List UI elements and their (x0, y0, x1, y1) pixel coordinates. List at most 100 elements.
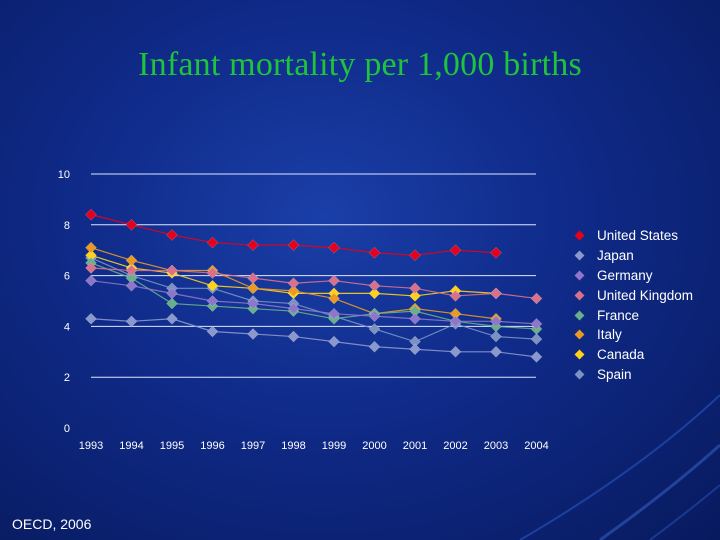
data-point (247, 272, 259, 284)
x-axis-ticks: 1993 1994 1995 1996 1997 1998 1999 2000 2001 2002… (79, 440, 549, 452)
data-point (449, 244, 462, 257)
x-tick-label: 1995 (160, 440, 184, 452)
data-point (206, 267, 219, 279)
x-tick-label: 2001 (403, 440, 427, 452)
data-point (328, 292, 340, 305)
data-point (85, 274, 97, 287)
data-point (247, 297, 259, 310)
data-point (328, 274, 340, 287)
data-point (287, 239, 300, 251)
data-point (530, 333, 543, 345)
data-point (449, 345, 462, 358)
series-japan (85, 312, 543, 363)
data-point (85, 312, 97, 325)
legend-item: France (572, 305, 693, 325)
y-tick-label: 6 (64, 271, 70, 283)
data-point (206, 279, 219, 292)
data-point (449, 290, 462, 302)
data-point (125, 264, 138, 277)
data-point (166, 297, 178, 310)
y-tick-label: 4 (64, 321, 70, 333)
data-point (287, 330, 300, 343)
data-point (287, 277, 300, 290)
data-point (328, 307, 340, 320)
legend-item: Japan (572, 246, 693, 266)
x-tick-label: 2000 (362, 440, 386, 452)
series-line (90, 262, 537, 330)
data-point (409, 312, 421, 325)
x-tick-label: 1997 (241, 440, 265, 452)
data-point (490, 330, 502, 343)
legend-item: Canada (572, 345, 693, 365)
data-point (328, 241, 340, 254)
data-point (368, 279, 381, 292)
data-point (490, 315, 502, 328)
legend-marker (574, 329, 585, 340)
x-tick-label: 2003 (484, 440, 508, 452)
y-tick-label: 2 (64, 372, 70, 384)
x-tick-label: 2002 (443, 440, 467, 452)
data-point (530, 351, 543, 363)
data-point (490, 246, 502, 259)
legend-item: Italy (572, 325, 693, 345)
data-point (368, 287, 381, 300)
series-group (85, 208, 543, 363)
legend-marker (574, 250, 585, 261)
legend-item: Germany (572, 266, 693, 286)
y-tick-label: 8 (64, 220, 70, 232)
data-point (166, 264, 178, 277)
data-point (166, 312, 178, 325)
data-point (206, 325, 219, 338)
legend-label: Canada (597, 347, 645, 363)
data-point (85, 241, 97, 254)
data-point (125, 315, 138, 328)
x-tick-label: 2004 (524, 440, 548, 452)
gridlines (91, 173, 536, 378)
legend-item: Spain (572, 365, 693, 385)
data-point (247, 282, 259, 295)
data-point (368, 340, 381, 353)
data-point (449, 315, 462, 328)
data-point (85, 262, 97, 274)
legend-marker (574, 290, 585, 301)
legend-marker (574, 369, 585, 380)
legend-label: Japan (597, 248, 634, 264)
data-point (368, 323, 381, 335)
y-axis-ticks: 0 2 4 6 8 10 (58, 169, 70, 435)
legend-label: United Kingdom (597, 287, 694, 303)
legend-label: Germany (597, 267, 653, 283)
x-tick-label: 1998 (281, 440, 305, 452)
series-france (85, 257, 543, 335)
series-germany (85, 274, 543, 330)
legend-item: United States (572, 226, 693, 246)
legend-item: United Kingdom (572, 285, 693, 305)
data-point (409, 282, 421, 295)
data-point (287, 284, 300, 297)
data-point (409, 343, 421, 356)
data-point (85, 208, 97, 221)
legend-marker (574, 230, 585, 241)
x-tick-label: 1994 (119, 440, 143, 452)
data-point (125, 254, 138, 267)
y-tick-label: 10 (58, 169, 70, 181)
series-united-states (85, 208, 502, 262)
data-point (166, 229, 178, 241)
legend-marker (574, 349, 585, 360)
series-line (90, 280, 537, 325)
series-line (90, 318, 537, 358)
data-point (368, 310, 381, 323)
data-point (409, 249, 421, 262)
data-point (490, 345, 502, 358)
data-point (328, 335, 340, 348)
data-point (206, 236, 219, 249)
x-tick-label: 1999 (322, 440, 346, 452)
slide-title: Infant mortality per 1,000 births (138, 46, 582, 83)
data-point (125, 279, 138, 292)
data-point (409, 290, 421, 302)
x-tick-label: 1996 (200, 440, 224, 452)
data-point (247, 328, 259, 340)
source-note: OECD, 2006 (12, 516, 92, 532)
series-line (90, 267, 537, 300)
